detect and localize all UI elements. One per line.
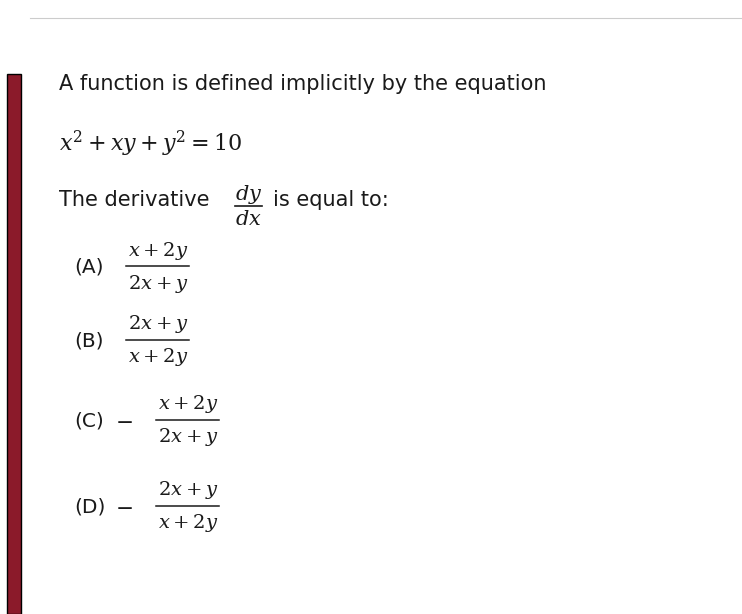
Text: (A): (A) [74,258,104,276]
Text: $x + 2y$: $x + 2y$ [128,346,188,368]
Text: $2x + y$: $2x + y$ [157,426,218,448]
Text: $-$: $-$ [115,497,133,516]
Text: $x + 2y$: $x + 2y$ [157,393,218,415]
Text: $x + 2y$: $x + 2y$ [128,239,188,262]
Text: $x + 2y$: $x + 2y$ [157,512,218,534]
Text: $dx$: $dx$ [235,209,262,229]
Text: (B): (B) [74,332,104,350]
Text: $dy$: $dy$ [235,183,262,206]
Text: $x^2 + xy + y^2 = 10$: $x^2 + xy + y^2 = 10$ [59,129,243,159]
Text: $-$: $-$ [115,411,133,430]
Text: $2x + y$: $2x + y$ [157,479,218,501]
Text: $2x + y$: $2x + y$ [128,273,188,295]
Text: The derivative: The derivative [59,190,210,211]
Text: (C): (C) [74,411,104,430]
Text: A function is defined implicitly by the equation: A function is defined implicitly by the … [59,74,547,94]
Text: $2x + y$: $2x + y$ [128,313,188,335]
Text: is equal to:: is equal to: [273,190,389,211]
Text: (D): (D) [74,497,105,516]
